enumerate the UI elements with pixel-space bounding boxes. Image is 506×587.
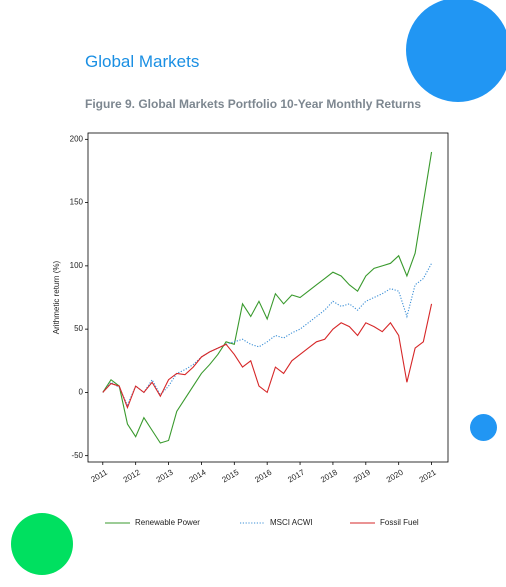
legend-label: MSCI ACWI xyxy=(270,518,313,527)
decor-circle xyxy=(406,0,506,102)
figure-caption: Figure 9. Global Markets Portfolio 10-Ye… xyxy=(85,97,422,111)
series-line xyxy=(102,303,433,410)
x-tick-label: 2012 xyxy=(122,467,142,484)
series-line xyxy=(102,151,433,444)
x-tick-label: 2011 xyxy=(89,467,109,484)
x-tick-label: 2017 xyxy=(286,467,306,484)
x-tick-label: 2018 xyxy=(319,467,339,484)
y-tick-label: 200 xyxy=(70,134,84,143)
series-line xyxy=(102,263,433,407)
legend-label: Fossil Fuel xyxy=(380,518,419,527)
y-tick-label: -50 xyxy=(71,451,83,460)
y-axis-label: Arithmetic return (%) xyxy=(52,260,61,334)
y-tick-label: 150 xyxy=(70,198,84,207)
y-tick-label: 50 xyxy=(74,324,83,333)
x-tick-label: 2019 xyxy=(352,467,372,484)
y-tick-label: 100 xyxy=(70,261,84,270)
x-tick-label: 2021 xyxy=(418,467,438,484)
x-tick-label: 2020 xyxy=(385,467,405,484)
x-tick-label: 2015 xyxy=(220,467,240,484)
legend-label: Renewable Power xyxy=(135,518,200,527)
x-tick-label: 2016 xyxy=(253,467,273,484)
decor-circle xyxy=(11,513,73,575)
y-tick-label: 0 xyxy=(79,388,84,397)
x-tick-label: 2013 xyxy=(155,467,175,484)
x-tick-label: 2014 xyxy=(188,467,208,484)
plot-frame xyxy=(87,132,449,463)
header-title: Global Markets xyxy=(85,52,200,71)
decor-circle xyxy=(470,414,497,441)
